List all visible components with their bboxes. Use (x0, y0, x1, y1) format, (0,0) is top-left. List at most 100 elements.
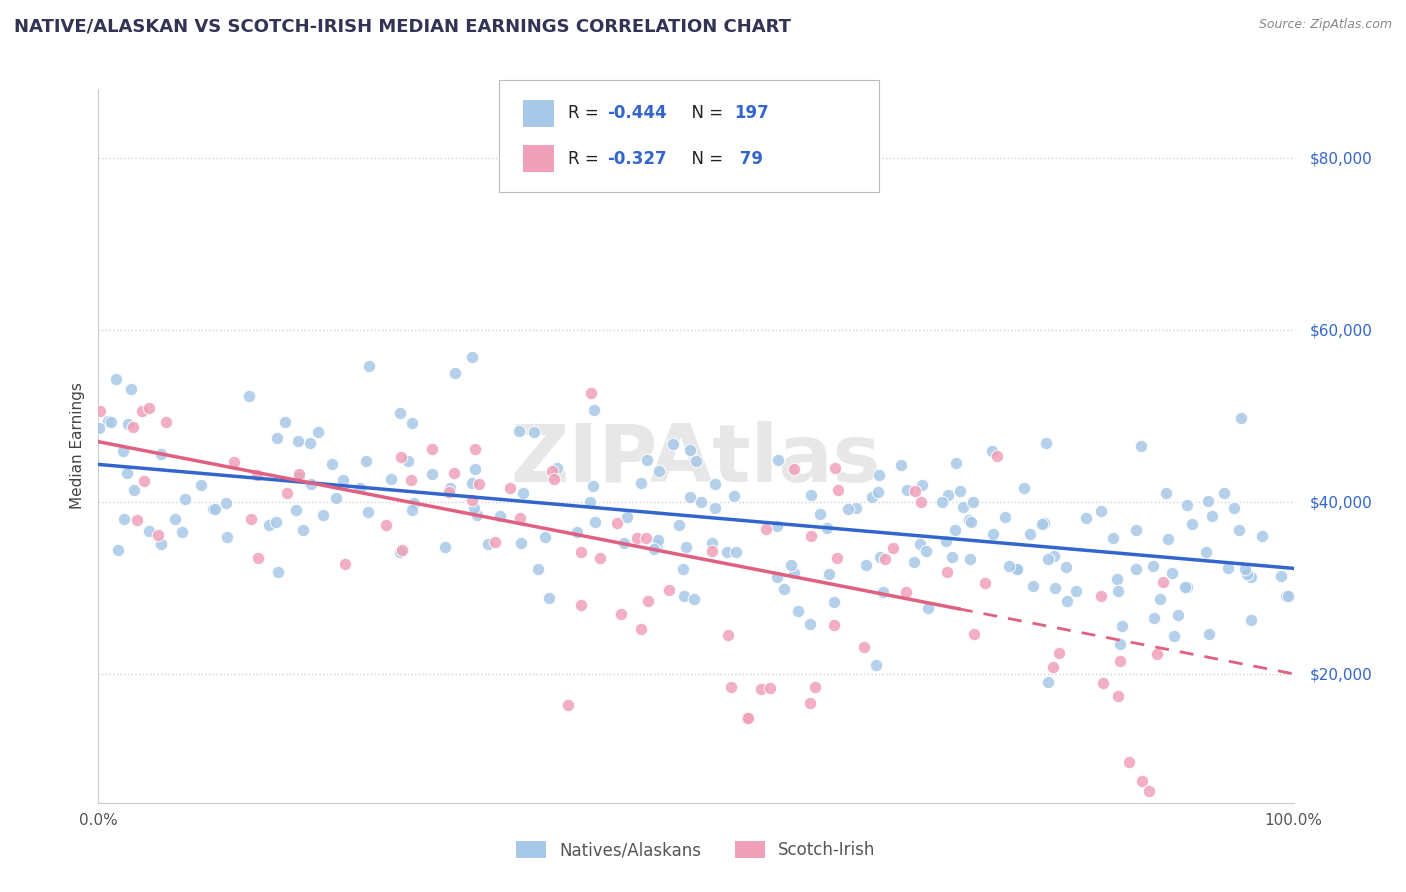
Text: 79: 79 (734, 150, 763, 168)
Point (1056, 594, 1078, 608)
Point (1107, 584, 1129, 599)
Point (267, 565, 290, 579)
Point (287, 434, 309, 448)
Point (766, 570, 789, 584)
Point (288, 470, 311, 484)
Point (477, 536, 499, 550)
Point (957, 513, 980, 527)
Point (815, 521, 838, 535)
Point (115, 466, 138, 480)
Point (782, 566, 804, 580)
Text: N =: N = (681, 150, 728, 168)
Point (1218, 561, 1240, 575)
Point (1234, 562, 1257, 576)
Point (149, 537, 172, 551)
Point (1236, 567, 1258, 582)
Point (758, 681, 780, 695)
Point (1005, 562, 1028, 576)
Point (214, 495, 236, 509)
Point (952, 500, 974, 514)
Point (786, 604, 808, 618)
Point (868, 468, 890, 483)
Point (567, 524, 589, 539)
Point (658, 582, 681, 597)
Text: R =: R = (568, 150, 605, 168)
Point (1090, 504, 1112, 518)
Point (589, 551, 612, 566)
Y-axis label: Median Earnings: Median Earnings (69, 383, 84, 509)
Point (299, 436, 322, 450)
Point (915, 544, 938, 558)
Point (111, 443, 134, 458)
Point (266, 431, 288, 445)
Point (626, 531, 648, 545)
Point (872, 584, 894, 599)
Point (349, 481, 371, 495)
Point (780, 558, 803, 572)
Point (675, 540, 697, 554)
Point (557, 698, 579, 713)
Point (391, 543, 413, 558)
Point (437, 484, 460, 499)
Point (401, 473, 423, 487)
Point (546, 460, 568, 475)
Point (1201, 509, 1223, 524)
Point (647, 533, 669, 547)
Point (963, 627, 986, 641)
Point (112, 511, 135, 525)
Point (766, 453, 789, 467)
Point (582, 479, 605, 493)
Point (1090, 589, 1112, 603)
Point (299, 477, 322, 491)
Point (439, 481, 461, 495)
Point (582, 402, 605, 417)
Point (155, 415, 177, 429)
Point (983, 527, 1005, 541)
Point (489, 508, 512, 523)
Point (799, 616, 821, 631)
Point (765, 519, 787, 533)
Point (783, 462, 806, 476)
Point (1197, 493, 1219, 508)
Point (1129, 439, 1152, 453)
Point (1195, 545, 1218, 559)
Point (420, 442, 443, 456)
Point (823, 595, 845, 609)
Point (1047, 646, 1070, 660)
Point (246, 467, 269, 482)
Point (540, 464, 562, 478)
Point (616, 509, 638, 524)
Point (1163, 629, 1185, 643)
Point (117, 417, 139, 431)
Point (890, 458, 912, 473)
Point (321, 457, 343, 471)
Point (737, 711, 759, 725)
Point (882, 541, 904, 555)
Point (1212, 486, 1234, 500)
Point (703, 477, 725, 491)
Point (274, 415, 297, 429)
Point (1174, 580, 1197, 594)
Point (509, 511, 531, 525)
Point (224, 454, 246, 468)
Point (683, 592, 706, 607)
Point (724, 545, 747, 559)
Text: ZIPAtlas: ZIPAtlas (510, 421, 882, 500)
Point (613, 536, 636, 550)
Point (1118, 755, 1140, 769)
Point (1036, 674, 1059, 689)
Point (896, 483, 918, 497)
Point (702, 544, 724, 558)
Point (606, 516, 628, 531)
Point (1035, 435, 1057, 450)
Point (534, 530, 557, 544)
Point (122, 483, 145, 497)
Point (1275, 589, 1298, 603)
Point (266, 515, 288, 529)
Point (354, 454, 377, 468)
Point (896, 585, 918, 599)
Point (357, 505, 380, 519)
Point (648, 464, 671, 478)
Text: R =: R = (568, 104, 605, 122)
Point (569, 598, 592, 612)
